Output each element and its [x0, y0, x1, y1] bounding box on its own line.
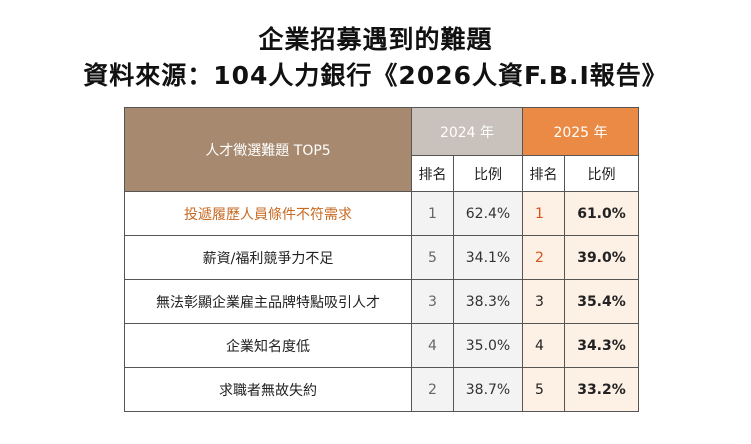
- rank-2025-cell: 4: [522, 323, 565, 368]
- rank-2025-cell: 2: [522, 235, 565, 280]
- table-row: 無法彰顯企業雇主品牌特點吸引人才 3 38.3% 3 35.4%: [124, 279, 639, 324]
- rank-2024-cell: 1: [411, 191, 454, 236]
- ratio-2025-cell: 33.2%: [564, 367, 639, 412]
- ratio-2025-cell: 34.3%: [564, 323, 639, 368]
- rank-2024-cell: 5: [411, 235, 454, 280]
- issue-cell: 企業知名度低: [124, 323, 412, 368]
- subheader-rank-2024: 排名: [411, 155, 454, 192]
- header-talent-selection: 人才徵選難題 TOP5: [124, 107, 412, 192]
- page-subtitle-source: 資料來源：104人力銀行《2026人資F.B.I報告》: [83, 61, 668, 90]
- page-title: 企業招募遇到的難題: [258, 25, 493, 54]
- issue-cell: 無法彰顯企業雇主品牌特點吸引人才: [124, 279, 412, 324]
- subheader-ratio-2025: 比例: [564, 155, 639, 192]
- rank-2024-cell: 3: [411, 279, 454, 324]
- rank-2025-cell: 1: [522, 191, 565, 236]
- issue-cell: 薪資/福利競爭力不足: [124, 235, 412, 280]
- ratio-2025-cell: 39.0%: [564, 235, 639, 280]
- issue-cell: 投遞履歷人員條件不符需求: [124, 191, 412, 236]
- ranking-table: 人才徵選難題 TOP5 2024 年 2025 年 排名 比例 排名 比例 投遞…: [124, 107, 639, 412]
- rank-2024-cell: 4: [411, 323, 454, 368]
- table-row: 薪資/福利競爭力不足 5 34.1% 2 39.0%: [124, 235, 639, 280]
- ratio-2025-cell: 61.0%: [564, 191, 639, 236]
- subheader-ratio-2024: 比例: [453, 155, 523, 192]
- header-year-2024: 2024 年: [411, 107, 523, 156]
- ratio-2024-cell: 34.1%: [453, 235, 523, 280]
- subheader-rank-2025: 排名: [522, 155, 565, 192]
- issue-cell: 求職者無故失約: [124, 367, 412, 412]
- ratio-2024-cell: 38.3%: [453, 279, 523, 324]
- table-row: 求職者無故失約 2 38.7% 5 33.2%: [124, 367, 639, 412]
- header-year-2025: 2025 年: [522, 107, 639, 156]
- ratio-2025-cell: 35.4%: [564, 279, 639, 324]
- table-row: 企業知名度低 4 35.0% 4 34.3%: [124, 323, 639, 368]
- table-row: 投遞履歷人員條件不符需求 1 62.4% 1 61.0%: [124, 191, 639, 236]
- rank-2024-cell: 2: [411, 367, 454, 412]
- rank-2025-cell: 3: [522, 279, 565, 324]
- rank-2025-cell: 5: [522, 367, 565, 412]
- ratio-2024-cell: 62.4%: [453, 191, 523, 236]
- ratio-2024-cell: 35.0%: [453, 323, 523, 368]
- ratio-2024-cell: 38.7%: [453, 367, 523, 412]
